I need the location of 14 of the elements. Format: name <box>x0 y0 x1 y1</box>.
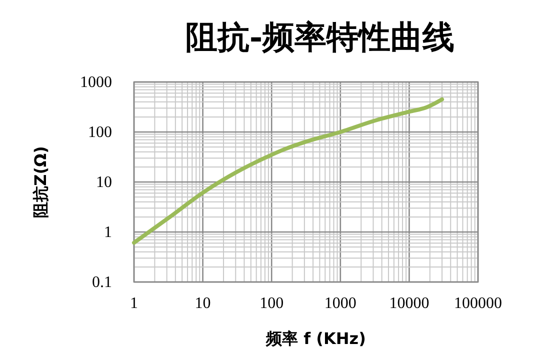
x-tick-label: 1 <box>130 295 138 312</box>
y-tick-label: 10 <box>96 174 112 191</box>
y-tick-label: 1000 <box>80 74 112 91</box>
x-tick-label: 10 <box>194 295 211 312</box>
x-tick-label: 10000 <box>389 295 430 312</box>
y-tick-label: 0.1 <box>92 274 112 291</box>
x-tick-label: 100 <box>260 295 284 312</box>
y-tick-label: 1 <box>104 224 112 241</box>
chart-title: 阻抗-频率特性曲线 <box>185 18 455 56</box>
x-axis-title: 频率 f (KHz) <box>265 329 366 348</box>
x-tick-label: 1000 <box>324 295 356 312</box>
y-tick-label: 100 <box>88 124 112 141</box>
x-tick-label: 100000 <box>454 295 502 312</box>
y-axis-title: 阻抗Z(Ω) <box>31 146 50 218</box>
